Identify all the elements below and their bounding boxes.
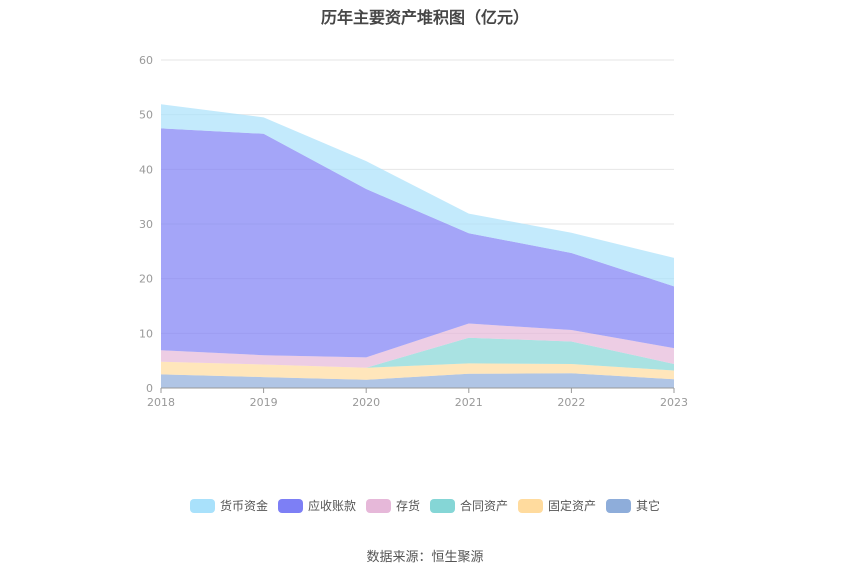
y-tick-label: 40: [139, 163, 153, 176]
y-tick-label: 20: [139, 273, 153, 286]
legend-swatch: [430, 498, 455, 513]
legend-item[interactable]: 固定资产: [518, 497, 596, 514]
legend-swatch: [189, 498, 215, 513]
area-series-0: [161, 373, 674, 388]
legend-label: 其它: [636, 499, 661, 513]
legend-item[interactable]: 合同资产: [430, 497, 508, 514]
data-source-note: 数据来源：恒生聚源: [366, 550, 484, 565]
chart-title: 历年主要资产堆积图（亿元）: [320, 8, 529, 27]
area-series-5: [161, 104, 674, 287]
legend-swatch: [365, 498, 391, 513]
x-tick-label: 2022: [557, 396, 585, 409]
x-tick-label: 2021: [455, 396, 483, 409]
legend: 货币资金 应收账款 存货 合同资产 固定资产 其它: [0, 497, 850, 514]
y-tick-label: 30: [139, 218, 153, 231]
y-tick-label: 0: [146, 382, 153, 395]
legend-swatch: [277, 498, 303, 513]
legend-label: 合同资产: [460, 499, 509, 513]
area-series-1: [161, 361, 674, 380]
legend-item[interactable]: 应收账款: [277, 497, 356, 514]
legend-swatch: [518, 498, 544, 513]
area-series-2: [161, 337, 674, 371]
legend-item[interactable]: 存货: [365, 497, 420, 514]
y-tick-label: 10: [139, 327, 153, 340]
y-tick-label: 50: [139, 109, 153, 122]
legend-label: 应收账款: [307, 499, 356, 513]
x-tick-label: 2020: [352, 396, 380, 409]
legend-swatch: [606, 498, 632, 513]
x-tick-label: 2018: [147, 396, 175, 409]
legend-label: 存货: [395, 499, 420, 513]
area-series: [161, 104, 674, 388]
x-tick-label: 2019: [250, 396, 278, 409]
legend-item[interactable]: 货币资金: [189, 497, 268, 514]
area-series-4: [161, 128, 674, 358]
legend-label: 货币资金: [219, 499, 268, 513]
legend-label: 固定资产: [548, 499, 597, 513]
y-tick-label: 60: [139, 54, 153, 67]
x-tick-label: 2023: [660, 396, 688, 409]
area-series-3: [161, 323, 674, 368]
axes: 0 10 20 30 40 50 60 2018 2019 2020 2021 2022 2023: [139, 54, 688, 409]
legend-item[interactable]: 其它: [606, 497, 660, 514]
